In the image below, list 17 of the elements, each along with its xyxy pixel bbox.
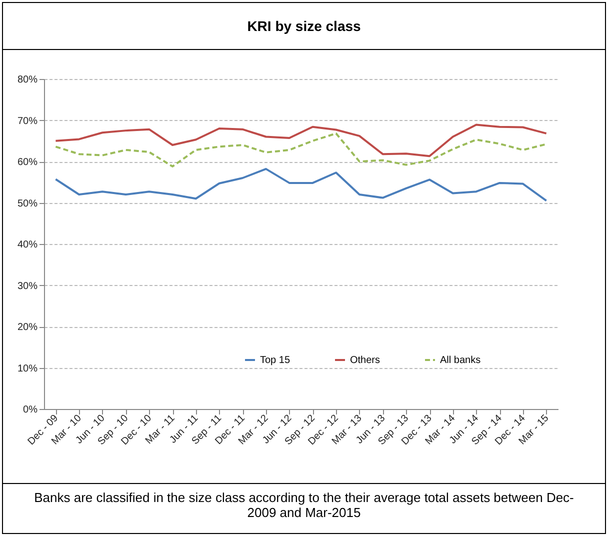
y-tick-label: 0% [23,404,38,416]
y-tick-label: 30% [17,280,38,292]
line-series [54,124,548,158]
y-tick-label: 70% [17,116,38,127]
legend-label: All banks [440,355,481,366]
line-series [54,132,548,168]
y-tick-label: 60% [17,157,38,168]
legend-label: Top 15 [260,355,290,366]
chart-title: KRI by size class [3,3,605,50]
line-series [54,168,548,202]
y-tick-label: 50% [17,198,38,210]
y-tick-label: 40% [17,240,38,250]
text: Banks are classified in the size class according to the their average total assets between Dec-2009 and Mar-2015 [3,483,605,533]
y-tick-label: 20% [17,322,38,333]
y-tick-label: 10% [17,363,38,374]
legend-label: Others [350,355,380,366]
y-tick-label: 80% [17,74,38,86]
